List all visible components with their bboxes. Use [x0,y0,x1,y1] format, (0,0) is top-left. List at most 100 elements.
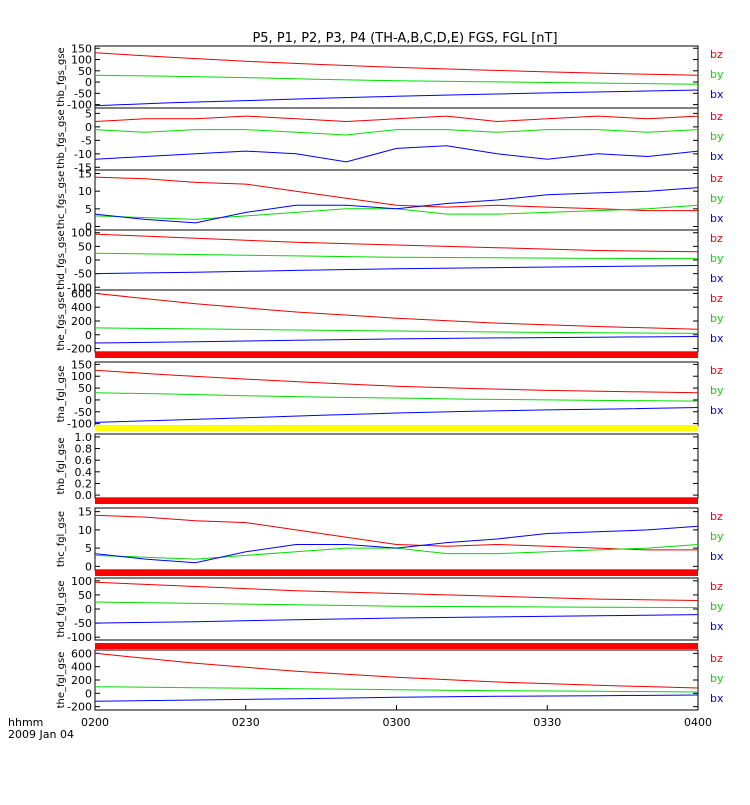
y-tick-label: 0 [85,329,92,342]
series-by-line [94,74,699,85]
y-tick-label: 0 [85,394,92,407]
y-tick-label: 0 [85,76,92,89]
y-axis-label: thb_fgs_gse [56,109,67,168]
y-tick-label: 0 [85,220,92,233]
legend-bz: bz [710,364,723,377]
panel-1: 50-5-10-15 thb_fgs_gse bz by bx [56,107,724,174]
y-tick-label: 5 [85,542,92,555]
series-bz-line [94,233,699,253]
panel-frame [94,577,699,641]
legend-bz: bz [710,48,723,61]
legend-by: by [710,530,724,543]
availability-bar [95,425,698,431]
series-bz-line [94,292,699,330]
legend-bz: bz [710,580,723,593]
y-tick-label: -50 [74,617,92,630]
legend-bz: bz [710,232,723,245]
y-tick-label: 50 [78,240,92,253]
y-tick-label: -100 [67,99,92,112]
series-by-line [94,129,699,136]
legend-bx: bx [710,88,724,101]
legend-bx: bx [710,272,724,285]
y-tick-label: -50 [74,87,92,100]
series-bz-line [94,115,699,123]
y-tick-label: 10 [78,185,92,198]
legend-bx: bx [710,404,724,417]
series-bx-line [94,694,699,702]
series-bz-line [94,581,699,601]
y-tick-label: 0.4 [75,466,93,479]
series-bx-line [94,525,699,564]
series-bz-line [94,652,699,689]
y-tick-label: 0.6 [75,454,93,467]
date-label: 2009 Jan 04 [8,728,74,741]
y-tick-label: 10 [78,524,92,537]
legend-by: by [710,130,724,143]
y-axis-label: thb_fgs_gse [56,47,67,106]
legend-bz: bz [710,510,723,523]
series-bz-line [94,52,699,76]
legend-by: by [710,312,724,325]
panel-2: 15 10 5 0 thc_fgs_gse bz by bx [56,168,724,234]
availability-bar [95,570,698,576]
legend-bx: bx [710,150,724,163]
x-tick-label: 0330 [533,716,561,729]
series-bx-line [94,614,699,624]
x-axis-label: hhmm [8,716,43,729]
series-bz-line [94,176,698,212]
legend-bz: bz [710,292,723,305]
y-tick-label: 0.8 [75,443,93,456]
y-axis-label: thc_fgs_gse [56,171,67,230]
legend-bz: bz [710,172,723,185]
y-tick-label: 0 [85,560,92,573]
y-tick-label: 50 [78,65,92,78]
panel-frame [94,107,699,171]
y-tick-label: 5 [85,107,92,120]
legend-bz: bz [710,110,723,123]
y-axis-label: thb_fgl_gse [56,438,67,495]
y-tick-label: 150 [71,42,92,55]
series-bx-line [94,187,699,224]
y-axis-label: thd_fgs_gse [56,230,67,289]
availability-bars [95,352,698,649]
y-tick-label: 50 [78,589,92,602]
x-axis: 0200 0230 0300 0330 0400 [81,705,712,729]
y-tick-label: 100 [71,370,92,383]
panel-frame [94,289,699,353]
y-tick-label: -100 [67,281,92,294]
availability-bar [95,643,698,649]
y-tick-label: -100 [67,418,92,431]
y-tick-label: 0 [85,254,92,267]
y-tick-label: 5 [85,203,92,216]
y-tick-label: 150 [71,358,92,371]
legend-by: by [710,600,724,613]
y-tick-label: -50 [74,406,92,419]
panel-frame [94,45,699,109]
series-by-line [94,327,699,334]
panel-6: 1.00.80.60.40.20.0 thb_fgl_gse [56,431,699,502]
y-tick-label: -100 [67,631,92,644]
series-bx-line [94,145,699,163]
series-bz-line [94,514,698,551]
x-tick-label: 0400 [684,716,712,729]
legend-by: by [710,68,724,81]
y-tick-label: 0 [85,603,92,616]
y-tick-label: 1.0 [75,431,93,444]
y-tick-label: 0 [85,687,92,700]
series-by-line [94,392,699,402]
y-tick-label: 600 [71,647,92,660]
legend-by: by [710,192,724,205]
y-axis-label: the_fgs_gse [56,291,67,350]
series-bx-line [94,89,699,107]
legend-bx: bx [710,692,724,705]
y-axis-label: thc_fgl_gse [56,511,67,567]
y-tick-label: 200 [71,674,92,687]
legend-by: by [710,672,724,685]
series-by-line [94,204,699,220]
y-axis-label: tha_fgl_gse [56,366,67,423]
